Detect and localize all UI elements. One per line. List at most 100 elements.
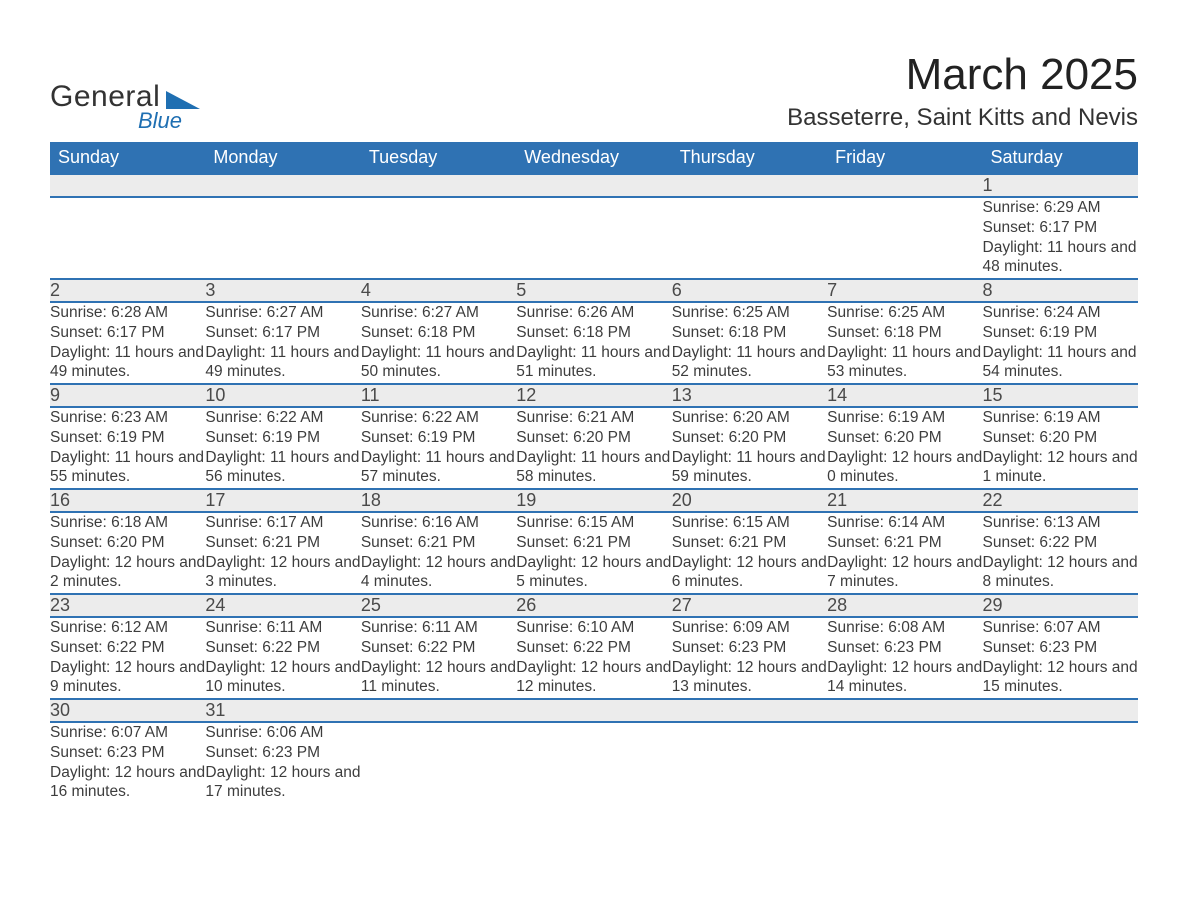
daylight-label: Daylight:: [50, 344, 115, 361]
daylight-label: Daylight:: [983, 554, 1048, 571]
day-number-cell: 23: [50, 594, 205, 617]
day-number-cell: [361, 699, 516, 722]
sunrise-label: Sunrise:: [983, 514, 1044, 531]
day-number-cell: 12: [516, 384, 671, 407]
week-detail-row: Sunrise: 6:07 AMSunset: 6:23 PMDaylight:…: [50, 722, 1138, 804]
daylight-label: Daylight:: [50, 764, 115, 781]
daylight-label: Daylight:: [672, 554, 737, 571]
sunrise-label: Sunrise:: [827, 619, 888, 636]
day-detail-cell: Sunrise: 6:07 AMSunset: 6:23 PMDaylight:…: [983, 617, 1138, 699]
day-detail-cell: [827, 197, 982, 279]
week-detail-row: Sunrise: 6:28 AMSunset: 6:17 PMDaylight:…: [50, 302, 1138, 384]
day-number-cell: [672, 174, 827, 197]
sunset-label: Sunset:: [50, 534, 107, 551]
sunrise-value: 6:27 AM: [267, 304, 324, 321]
daylight-label: Daylight:: [983, 449, 1048, 466]
sunrise-value: 6:14 AM: [888, 514, 945, 531]
day-header: Friday: [827, 142, 982, 174]
day-number-cell: 20: [672, 489, 827, 512]
day-number-cell: 28: [827, 594, 982, 617]
day-number-cell: 19: [516, 489, 671, 512]
sunset-label: Sunset:: [361, 324, 418, 341]
sunrise-value: 6:25 AM: [888, 304, 945, 321]
day-detail-cell: Sunrise: 6:25 AMSunset: 6:18 PMDaylight:…: [672, 302, 827, 384]
day-number-cell: 21: [827, 489, 982, 512]
sunset-value: 6:20 PM: [729, 429, 787, 446]
sunset-label: Sunset:: [983, 324, 1040, 341]
sunrise-label: Sunrise:: [205, 304, 266, 321]
sunrise-label: Sunrise:: [827, 514, 888, 531]
sunrise-label: Sunrise:: [516, 514, 577, 531]
week-number-row: 16171819202122: [50, 489, 1138, 512]
sunrise-label: Sunrise:: [516, 619, 577, 636]
sunrise-label: Sunrise:: [672, 619, 733, 636]
day-number-cell: 26: [516, 594, 671, 617]
calendar-page: General Blue March 2025 Basseterre, Sain…: [0, 0, 1188, 844]
day-header: Monday: [205, 142, 360, 174]
sunrise-value: 6:17 AM: [267, 514, 324, 531]
day-number-cell: [827, 699, 982, 722]
daylight-label: Daylight:: [516, 659, 581, 676]
sunrise-value: 6:06 AM: [267, 724, 324, 741]
day-number-cell: [516, 699, 671, 722]
day-number-cell: [205, 174, 360, 197]
sunset-label: Sunset:: [50, 744, 107, 761]
day-detail-cell: [361, 722, 516, 804]
day-detail-cell: [672, 722, 827, 804]
day-number-cell: [50, 174, 205, 197]
day-detail-cell: Sunrise: 6:08 AMSunset: 6:23 PMDaylight:…: [827, 617, 982, 699]
sunrise-label: Sunrise:: [205, 619, 266, 636]
sunset-value: 6:20 PM: [107, 534, 165, 551]
sunrise-label: Sunrise:: [361, 409, 422, 426]
sunset-value: 6:23 PM: [729, 639, 787, 656]
sunrise-label: Sunrise:: [672, 409, 733, 426]
sunrise-value: 6:18 AM: [111, 514, 168, 531]
sunset-value: 6:22 PM: [418, 639, 476, 656]
day-number-cell: 25: [361, 594, 516, 617]
sunrise-value: 6:20 AM: [733, 409, 790, 426]
sunrise-value: 6:22 AM: [422, 409, 479, 426]
day-number-cell: 9: [50, 384, 205, 407]
sunrise-label: Sunrise:: [672, 514, 733, 531]
day-number-cell: 5: [516, 279, 671, 302]
page-subtitle: Basseterre, Saint Kitts and Nevis: [787, 104, 1138, 132]
daylight-label: Daylight:: [672, 659, 737, 676]
sunset-label: Sunset:: [983, 639, 1040, 656]
daylight-label: Daylight:: [516, 554, 581, 571]
sunrise-label: Sunrise:: [50, 409, 111, 426]
day-number-cell: 8: [983, 279, 1138, 302]
week-number-row: 2345678: [50, 279, 1138, 302]
sunrise-value: 6:15 AM: [733, 514, 790, 531]
page-title: March 2025: [787, 50, 1138, 100]
daylight-label: Daylight:: [50, 659, 115, 676]
day-detail-cell: Sunrise: 6:17 AMSunset: 6:21 PMDaylight:…: [205, 512, 360, 594]
day-detail-cell: Sunrise: 6:11 AMSunset: 6:22 PMDaylight:…: [205, 617, 360, 699]
day-detail-cell: [205, 197, 360, 279]
sunset-label: Sunset:: [50, 429, 107, 446]
day-detail-cell: [361, 197, 516, 279]
day-detail-cell: Sunrise: 6:13 AMSunset: 6:22 PMDaylight:…: [983, 512, 1138, 594]
sunrise-value: 6:28 AM: [111, 304, 168, 321]
daylight-label: Daylight:: [672, 449, 737, 466]
sunset-value: 6:20 PM: [1039, 429, 1097, 446]
daylight-label: Daylight:: [827, 344, 892, 361]
day-detail-cell: Sunrise: 6:24 AMSunset: 6:19 PMDaylight:…: [983, 302, 1138, 384]
week-detail-row: Sunrise: 6:23 AMSunset: 6:19 PMDaylight:…: [50, 407, 1138, 489]
daylight-label: Daylight:: [827, 449, 892, 466]
sunrise-value: 6:29 AM: [1044, 199, 1101, 216]
day-number-cell: 22: [983, 489, 1138, 512]
week-number-row: 1: [50, 174, 1138, 197]
sunrise-value: 6:13 AM: [1044, 514, 1101, 531]
calendar-table: SundayMondayTuesdayWednesdayThursdayFrid…: [50, 142, 1138, 804]
sunrise-label: Sunrise:: [516, 304, 577, 321]
day-number-cell: 11: [361, 384, 516, 407]
sunrise-value: 6:11 AM: [422, 619, 478, 636]
day-header: Saturday: [983, 142, 1138, 174]
sunset-value: 6:17 PM: [1039, 219, 1097, 236]
sunset-value: 6:20 PM: [573, 429, 631, 446]
sunrise-value: 6:07 AM: [1044, 619, 1101, 636]
sunset-label: Sunset:: [827, 429, 884, 446]
day-detail-cell: Sunrise: 6:27 AMSunset: 6:18 PMDaylight:…: [361, 302, 516, 384]
day-number-cell: [983, 699, 1138, 722]
week-number-row: 23242526272829: [50, 594, 1138, 617]
